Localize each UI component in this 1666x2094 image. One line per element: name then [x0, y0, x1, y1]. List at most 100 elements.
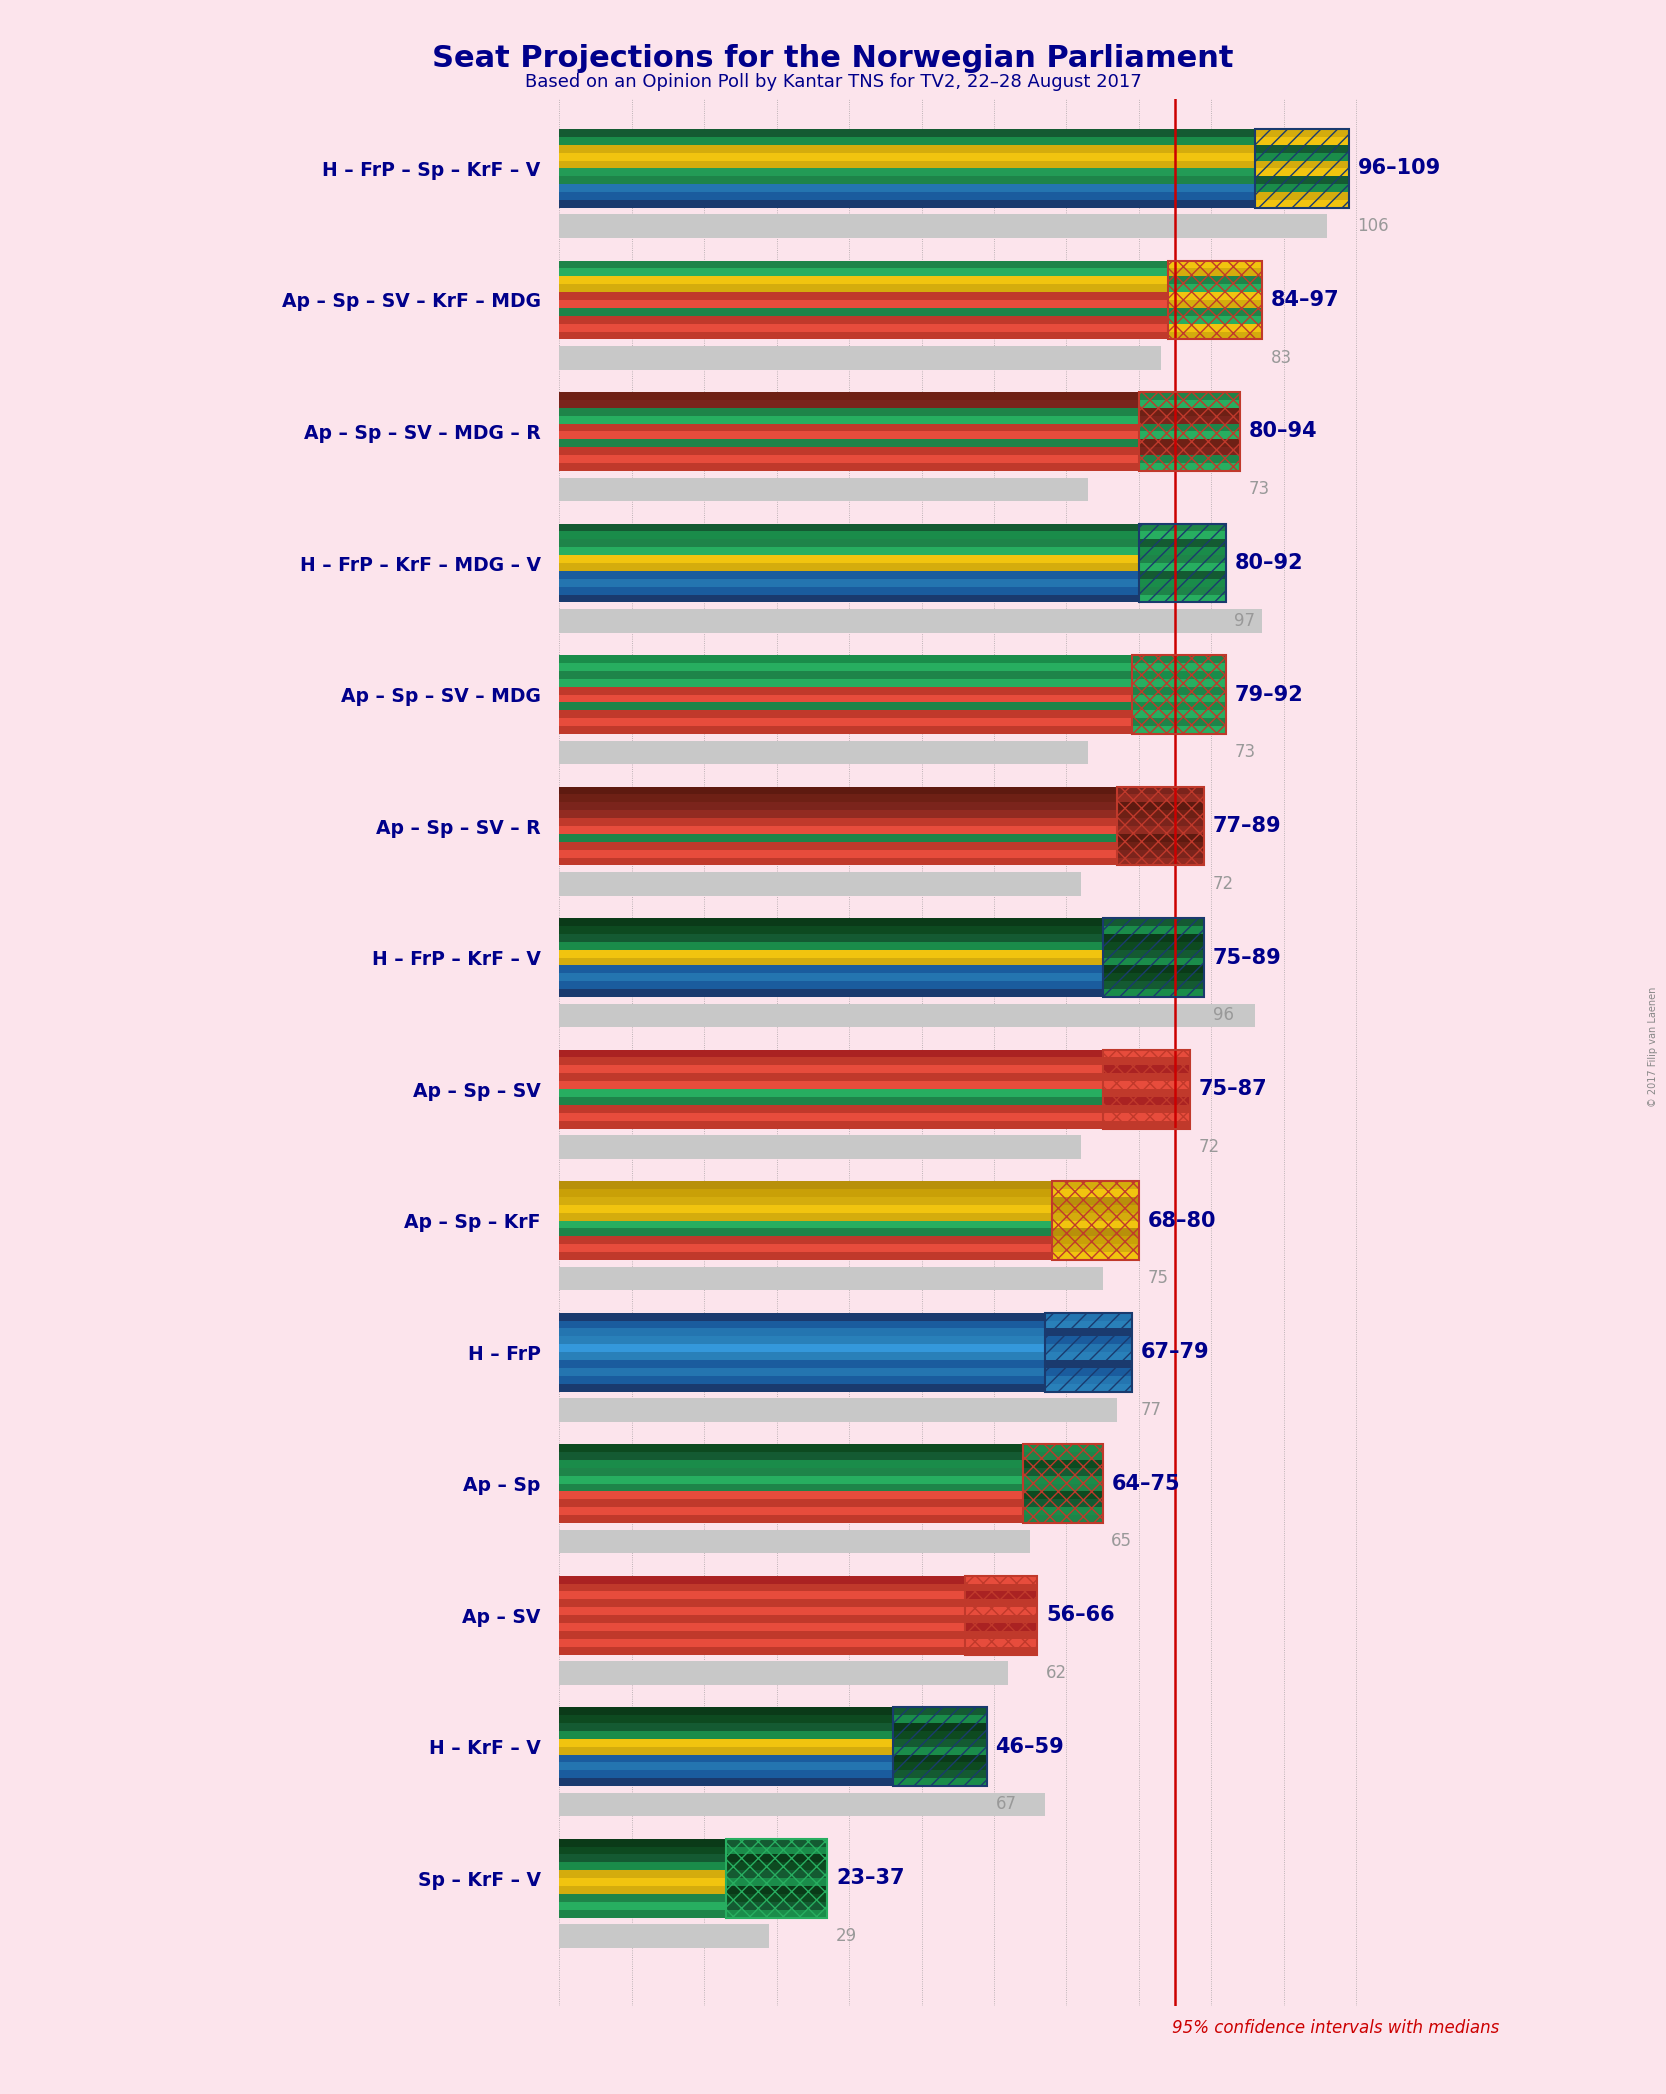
Text: 96: 96: [1213, 1007, 1235, 1024]
Bar: [560, 934, 1103, 942]
Bar: [1140, 532, 1226, 540]
Bar: [560, 1376, 1045, 1384]
Bar: [1131, 655, 1226, 735]
Bar: [560, 454, 1140, 463]
Bar: [560, 1353, 1045, 1359]
Text: 77–89: 77–89: [1213, 817, 1281, 836]
Bar: [560, 1229, 1051, 1235]
Bar: [560, 1901, 726, 1910]
Bar: [1140, 547, 1226, 555]
Bar: [1168, 331, 1263, 339]
Bar: [1045, 1328, 1131, 1336]
Bar: [1051, 1181, 1140, 1189]
Bar: [893, 1707, 986, 1786]
Text: 83: 83: [1271, 350, 1291, 366]
Bar: [560, 1081, 1103, 1089]
Bar: [726, 1839, 828, 1918]
Bar: [560, 1049, 1103, 1057]
Bar: [560, 810, 1118, 819]
Bar: [560, 268, 1168, 276]
Bar: [560, 392, 1140, 400]
Bar: [1131, 710, 1226, 718]
Bar: [560, 1198, 1051, 1204]
Bar: [560, 1529, 1030, 1554]
Bar: [726, 1870, 828, 1878]
Bar: [560, 1336, 1045, 1344]
Bar: [1045, 1313, 1131, 1321]
Bar: [893, 1769, 986, 1778]
Bar: [1168, 260, 1263, 339]
Bar: [1103, 1112, 1190, 1120]
Bar: [560, 871, 1081, 896]
Bar: [1168, 325, 1263, 331]
Bar: [560, 130, 1254, 136]
Bar: [560, 787, 1118, 794]
Bar: [1168, 260, 1263, 339]
Bar: [965, 1623, 1038, 1631]
Bar: [560, 1328, 1045, 1336]
Bar: [1140, 578, 1226, 586]
Bar: [1254, 130, 1349, 207]
Bar: [1023, 1485, 1103, 1491]
Bar: [1103, 1049, 1190, 1057]
Bar: [560, 1267, 1103, 1290]
Bar: [1254, 161, 1349, 168]
Bar: [1140, 586, 1226, 595]
Bar: [560, 982, 1103, 988]
Bar: [1045, 1376, 1131, 1384]
Bar: [560, 1608, 965, 1614]
Bar: [965, 1614, 1038, 1623]
Bar: [560, 1755, 893, 1763]
Bar: [560, 168, 1254, 176]
Bar: [1051, 1181, 1140, 1261]
Bar: [560, 431, 1140, 440]
Bar: [1023, 1508, 1103, 1516]
Bar: [560, 701, 1131, 710]
Bar: [560, 1112, 1103, 1120]
Bar: [560, 1135, 1081, 1158]
Bar: [1103, 1120, 1190, 1129]
Bar: [1051, 1189, 1140, 1198]
Bar: [965, 1631, 1038, 1640]
Bar: [560, 1384, 1045, 1393]
Bar: [1045, 1344, 1131, 1353]
Bar: [560, 547, 1140, 555]
Bar: [560, 1097, 1103, 1106]
Bar: [560, 316, 1168, 325]
Bar: [1254, 193, 1349, 201]
Bar: [965, 1575, 1038, 1583]
Bar: [1131, 727, 1226, 735]
Bar: [560, 1074, 1103, 1081]
Bar: [893, 1746, 986, 1755]
Bar: [1051, 1235, 1140, 1244]
Bar: [726, 1910, 828, 1918]
Bar: [560, 408, 1140, 417]
Bar: [560, 794, 1118, 802]
Bar: [1168, 276, 1263, 285]
Bar: [560, 184, 1254, 193]
Bar: [1103, 965, 1205, 974]
Bar: [560, 1089, 1103, 1097]
Bar: [1140, 417, 1240, 423]
Bar: [560, 1212, 1051, 1221]
Bar: [560, 331, 1168, 339]
Bar: [560, 1508, 1023, 1516]
Bar: [1254, 144, 1349, 153]
Bar: [560, 563, 1140, 572]
Text: 73: 73: [1235, 743, 1256, 762]
Bar: [1140, 454, 1240, 463]
Bar: [560, 1839, 726, 1847]
Bar: [560, 136, 1254, 144]
Bar: [1254, 176, 1349, 184]
Bar: [1118, 825, 1205, 833]
Text: 75–87: 75–87: [1198, 1078, 1266, 1099]
Bar: [560, 1451, 1023, 1460]
Bar: [1140, 440, 1240, 448]
Bar: [1254, 130, 1349, 207]
Bar: [1103, 1081, 1190, 1089]
Bar: [1103, 1074, 1190, 1081]
Bar: [560, 1878, 726, 1887]
Bar: [726, 1839, 828, 1918]
Bar: [1103, 917, 1205, 997]
Bar: [560, 176, 1254, 184]
